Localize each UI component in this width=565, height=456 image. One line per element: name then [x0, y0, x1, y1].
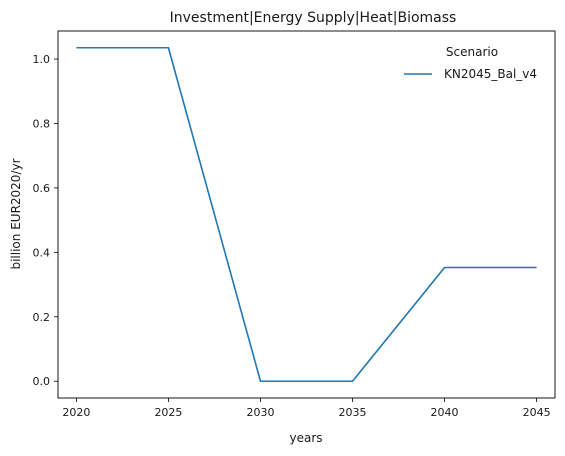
- y-axis: 0.0 0.2 0.4 0.6 0.8 1.0: [33, 53, 58, 388]
- plot-frame: [57, 30, 556, 399]
- x-axis-label: years: [289, 431, 322, 445]
- y-tick-label: 1.0: [33, 53, 51, 66]
- y-tick-label: 0.0: [33, 375, 51, 388]
- chart-title: Investment|Energy Supply|Heat|Biomass: [170, 10, 457, 26]
- series-layer: [76, 46, 537, 383]
- x-tick-label: 2040: [431, 406, 459, 419]
- y-tick-label: 0.6: [33, 182, 51, 195]
- y-tick-label: 0.2: [33, 311, 51, 324]
- legend-entries: KN2045_Bal_v4: [404, 67, 537, 81]
- y-axis-label: billion EUR2020/yr: [9, 158, 23, 269]
- y-tick-label: 0.4: [33, 246, 51, 259]
- legend: Scenario KN2045_Bal_v4: [404, 45, 537, 81]
- x-tick-label: 2035: [339, 406, 367, 419]
- x-tick-label: 2020: [62, 406, 90, 419]
- plot-area: 2020 2025 2030 2035 2040 2045 0.0 0.2 0.4 0.6 0.8…: [33, 30, 556, 419]
- y-tick-label: 0.8: [33, 117, 51, 130]
- x-tick-label: 2045: [523, 406, 551, 419]
- legend-title: Scenario: [446, 45, 498, 59]
- x-tick-label: 2030: [246, 406, 274, 419]
- x-tick-label: 2025: [154, 406, 182, 419]
- series-line-0: [76, 46, 537, 383]
- legend-label: KN2045_Bal_v4: [444, 67, 537, 81]
- x-axis: 2020 2025 2030 2035 2040 2045: [62, 398, 551, 419]
